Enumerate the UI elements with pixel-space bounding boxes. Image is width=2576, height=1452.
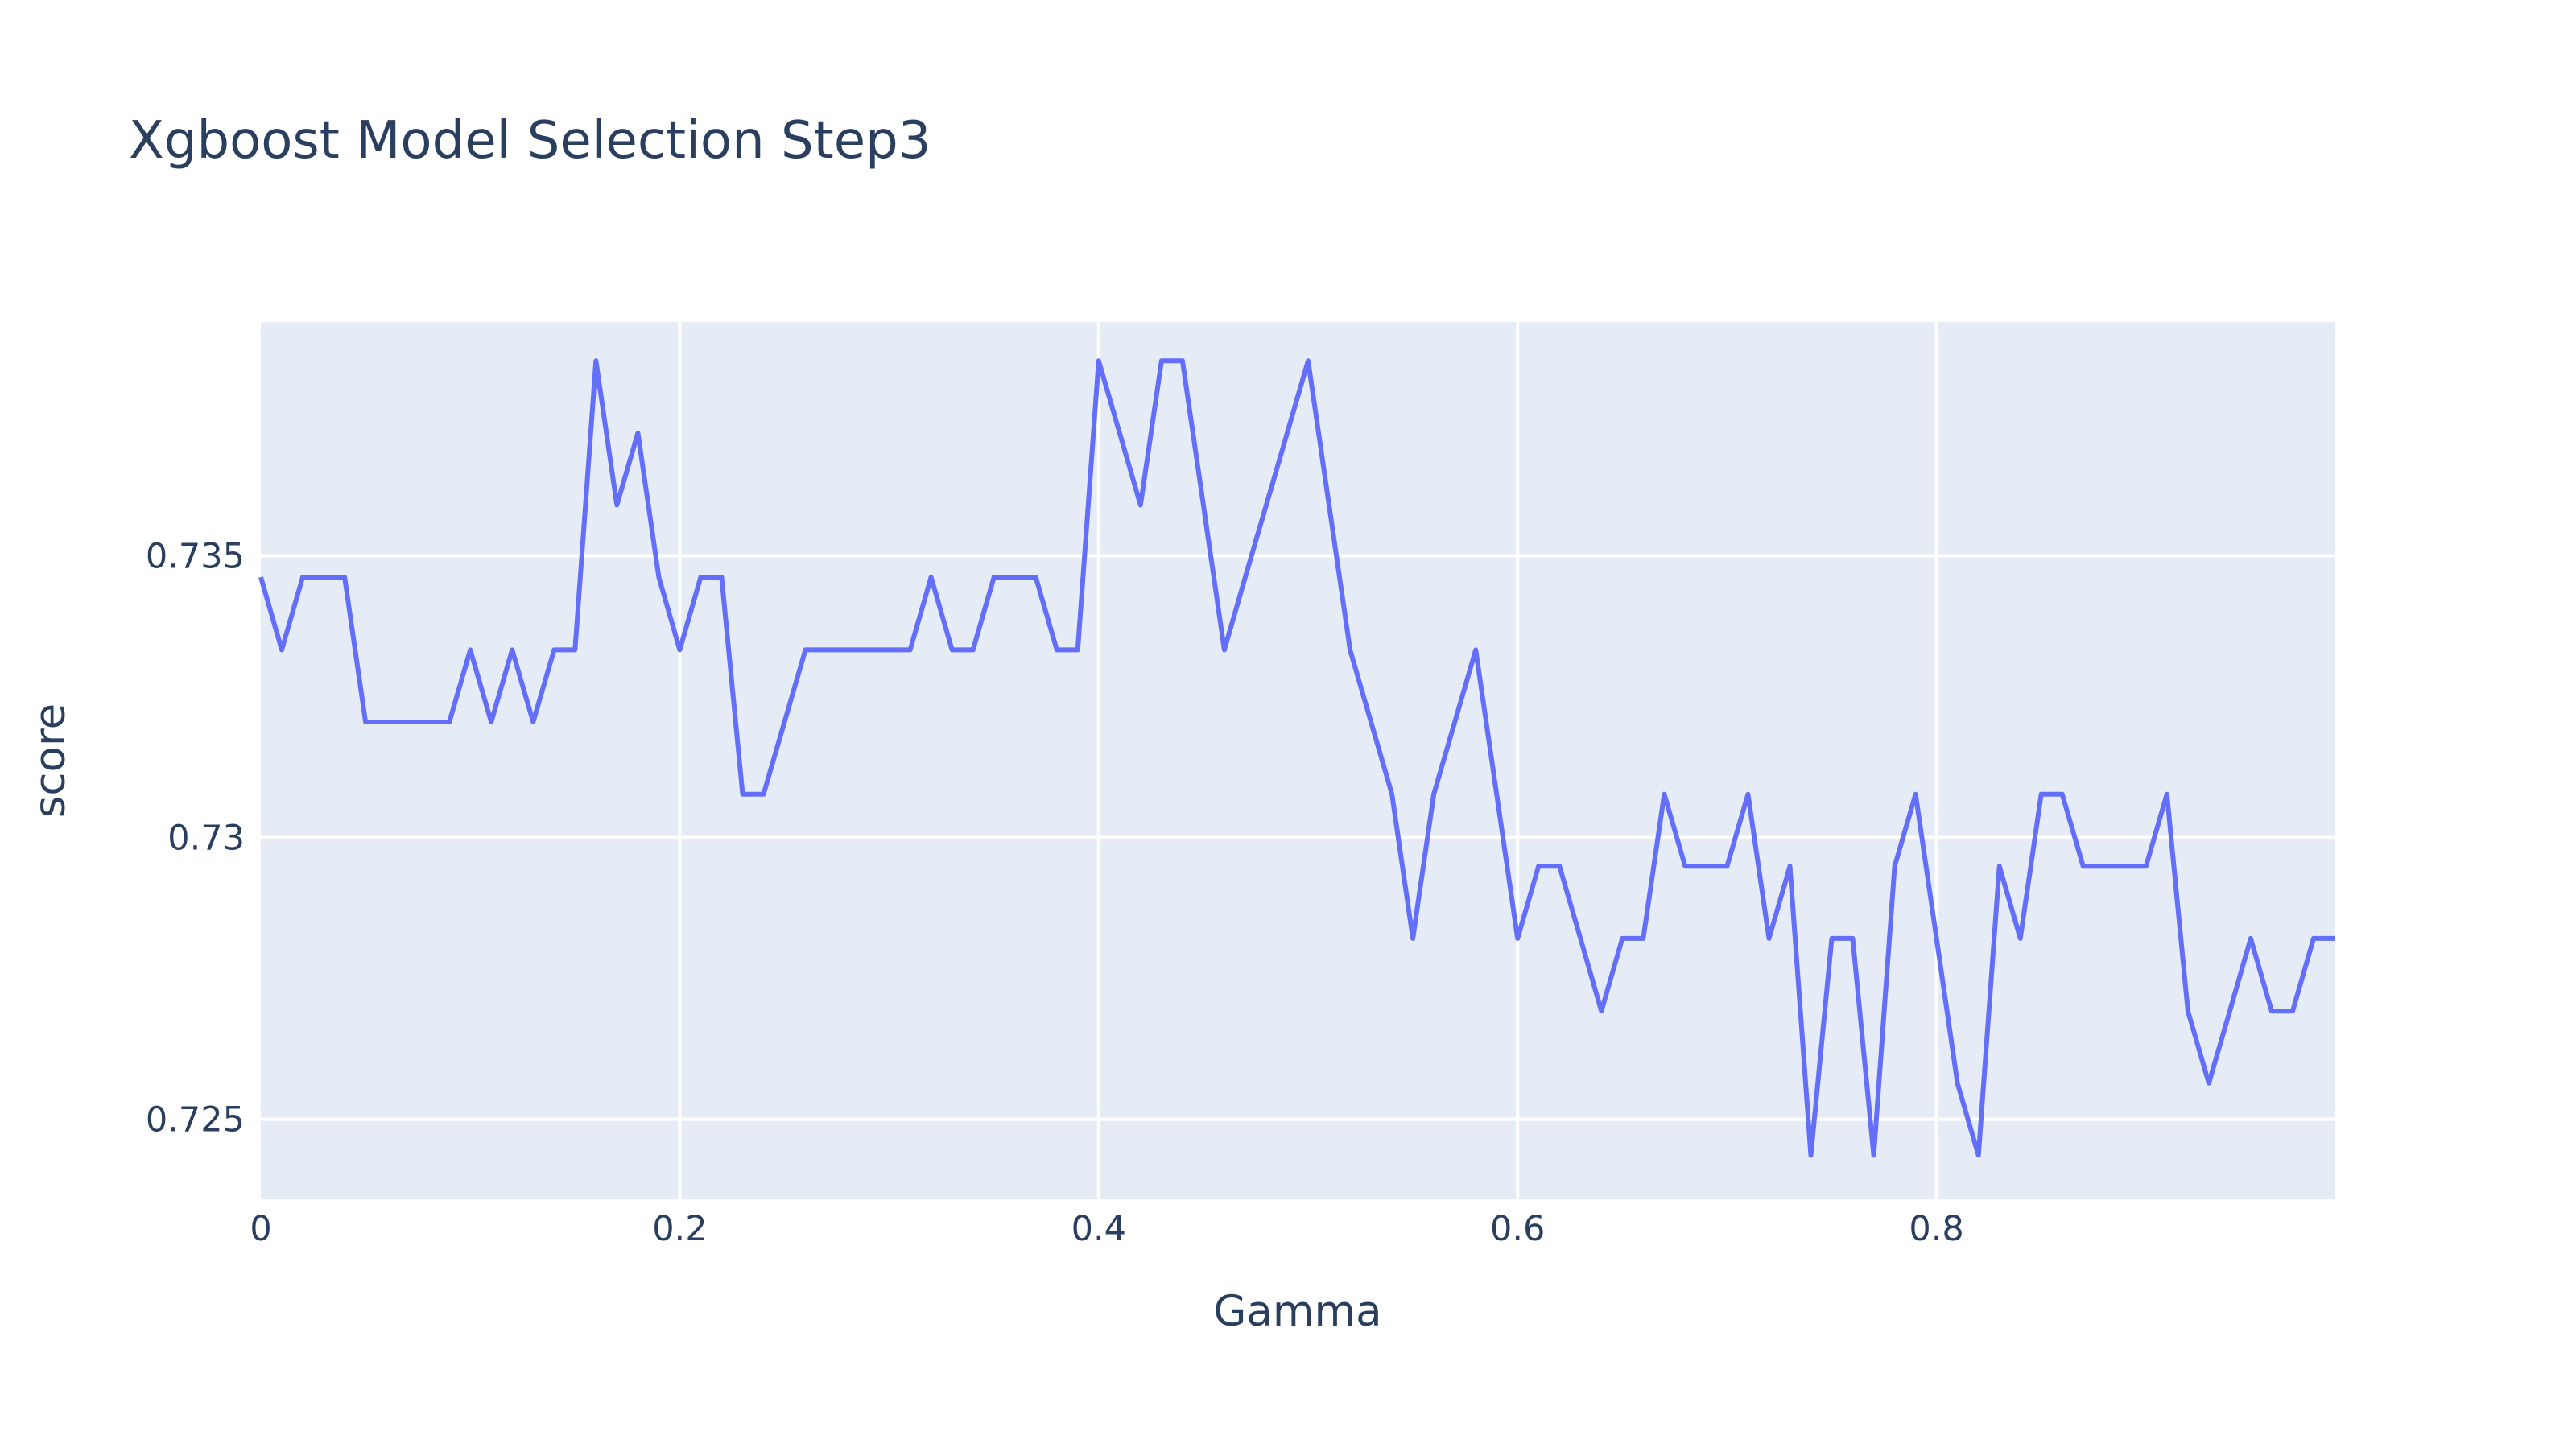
x-tick-label: 0.2 bbox=[652, 1209, 707, 1249]
y-tick-label: 0.725 bbox=[146, 1100, 245, 1141]
x-axis-title: Gamma bbox=[1213, 1287, 1381, 1336]
gridlines bbox=[261, 322, 2334, 1199]
y-tick-label: 0.73 bbox=[167, 819, 245, 859]
y-axis-title: score bbox=[26, 703, 75, 818]
x-tick-label: 0.8 bbox=[1909, 1209, 1963, 1249]
series-line bbox=[258, 358, 2334, 1158]
y-axis-ticks: 0.725 0.73 0.735 bbox=[146, 537, 245, 1141]
x-tick-label: 0 bbox=[250, 1209, 271, 1249]
y-tick-label: 0.735 bbox=[146, 537, 245, 577]
x-tick-label: 0.4 bbox=[1071, 1209, 1126, 1249]
x-axis-ticks: 0 0.2 0.4 0.6 0.8 bbox=[250, 1209, 1963, 1249]
plot-area bbox=[261, 322, 2334, 1199]
series-layer bbox=[258, 358, 2334, 1158]
x-tick-label: 0.6 bbox=[1490, 1209, 1545, 1249]
chart-title: Xgboost Model Selection Step3 bbox=[129, 111, 931, 171]
